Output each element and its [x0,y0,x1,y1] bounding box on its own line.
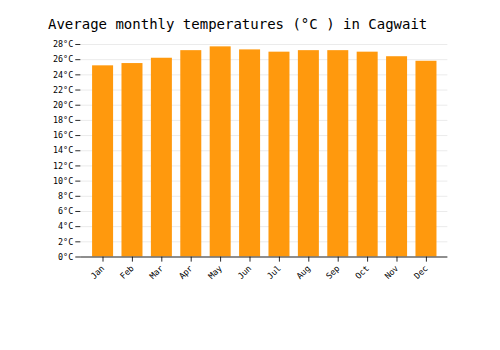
svg-text:Dec: Dec [412,263,430,281]
svg-text:20°C: 20°C [53,100,73,110]
svg-text:24°C: 24°C [53,70,73,80]
svg-text:Aug: Aug [294,263,312,281]
html-text:Average monthly temperatures (: Average monthly temperatures (°C ) in Ca… [48,16,428,32]
svg-text:Feb: Feb [118,263,136,281]
svg-text:Mar: Mar [147,263,165,281]
svg-text:6°C: 6°C [58,206,73,216]
svg-text:Jun: Jun [236,263,254,281]
svg-text:8°C: 8°C [58,191,73,201]
svg-text:4°C: 4°C [58,221,73,231]
svg-text:14°C: 14°C [53,145,73,155]
svg-text:22°C: 22°C [53,85,73,95]
svg-text:Jul: Jul [265,263,283,281]
svg-text:Apr: Apr [177,263,195,281]
svg-text:10°C: 10°C [53,176,73,186]
svg-text:0°C: 0°C [58,252,73,262]
svg-text:May: May [206,263,224,281]
svg-text:Sep: Sep [324,263,342,281]
svg-text:Nov: Nov [383,263,401,281]
svg-text:12°C: 12°C [53,161,73,171]
svg-text:16°C: 16°C [53,130,73,140]
svg-text:26°C: 26°C [53,54,73,64]
svg-text:28°C: 28°C [53,39,73,49]
svg-text:Oct: Oct [353,263,371,281]
svg-text:2°C: 2°C [58,237,73,247]
svg-text:18°C: 18°C [53,115,73,125]
svg-text:Jan: Jan [89,263,107,281]
